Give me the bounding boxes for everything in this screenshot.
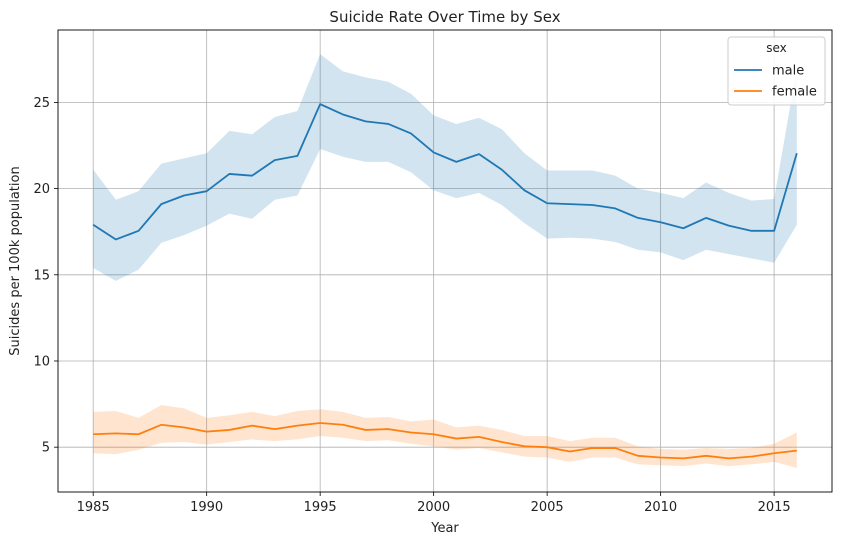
x-tick-label: 2015	[758, 500, 791, 515]
chart-title: Suicide Rate Over Time by Sex	[329, 8, 560, 26]
series-lines	[92, 103, 798, 460]
grid	[58, 30, 832, 492]
legend-box	[727, 36, 826, 106]
plot-frame	[57, 29, 833, 493]
x-tick-label: 1990	[190, 500, 223, 515]
y-tick-label: 25	[33, 96, 50, 111]
y-tick-label: 15	[33, 268, 50, 283]
x-tick-label: 1985	[77, 500, 110, 515]
female-series-line	[93, 422, 797, 460]
x-tick-label: 2005	[531, 500, 564, 515]
y-tick-label: 10	[33, 354, 50, 369]
legend-title: sex	[766, 41, 787, 55]
x-tick-label: 1995	[304, 500, 337, 515]
y-axis-label: Suicides per 100k population	[8, 166, 23, 355]
x-axis-label: Year	[430, 521, 459, 536]
male-legend-label: male	[772, 64, 804, 79]
legend: sex male female	[727, 36, 826, 106]
male-series-line	[92, 103, 798, 241]
x-tick-label: 2010	[644, 500, 677, 515]
x-tick-label: 2000	[417, 500, 450, 515]
male-confidence-band	[93, 54, 797, 281]
axis-ticks: 1985 1990 1995 2000 2005 2010 2015 5 10 15 20 25	[33, 96, 790, 515]
y-tick-label: 20	[33, 182, 50, 197]
y-tick-label: 5	[42, 441, 50, 456]
female-legend-label: female	[772, 85, 817, 100]
